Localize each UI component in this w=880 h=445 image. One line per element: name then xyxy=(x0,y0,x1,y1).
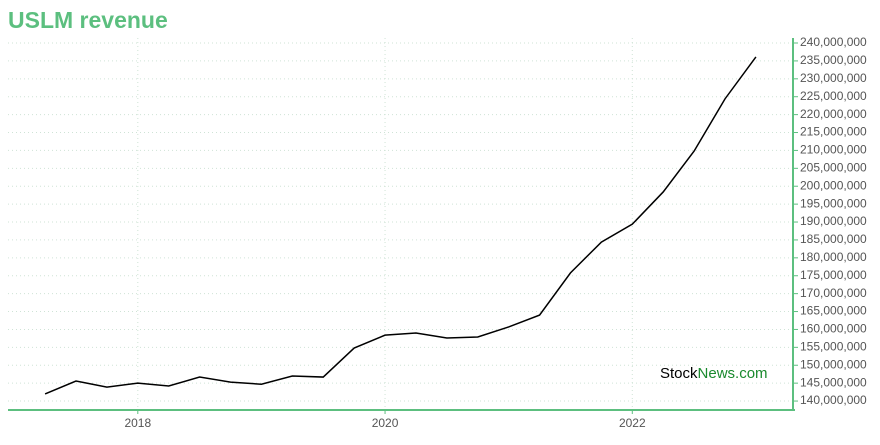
y-tick-label: 160,000,000 xyxy=(800,322,867,336)
y-tick-label: 205,000,000 xyxy=(800,160,867,174)
y-tick-label: 240,000,000 xyxy=(800,35,867,49)
x-tick-label: 2022 xyxy=(619,416,646,430)
y-tick-label: 170,000,000 xyxy=(800,286,867,300)
y-tick-label: 150,000,000 xyxy=(800,357,867,371)
y-tick-label: 215,000,000 xyxy=(800,125,867,139)
y-tick-label: 235,000,000 xyxy=(800,53,867,67)
y-tick-label: 225,000,000 xyxy=(800,89,867,103)
x-tick-label: 2020 xyxy=(372,416,399,430)
y-tick-label: 230,000,000 xyxy=(800,71,867,85)
y-tick-label: 195,000,000 xyxy=(800,196,867,210)
y-tick-label: 200,000,000 xyxy=(800,178,867,192)
y-tick-label: 180,000,000 xyxy=(800,250,867,264)
y-tick-label: 140,000,000 xyxy=(800,393,867,407)
y-tick-label: 165,000,000 xyxy=(800,304,867,318)
y-tick-label: 155,000,000 xyxy=(800,340,867,354)
y-tick-label: 145,000,000 xyxy=(800,375,867,389)
y-tick-label: 220,000,000 xyxy=(800,107,867,121)
watermark: StockNews.com xyxy=(660,365,768,382)
watermark-part: News.com xyxy=(698,365,768,382)
y-tick-label: 185,000,000 xyxy=(800,232,867,246)
line xyxy=(44,56,757,395)
x-tick-label: 2018 xyxy=(124,416,151,430)
y-tick-label: 210,000,000 xyxy=(800,143,867,157)
y-tick-label: 190,000,000 xyxy=(800,214,867,228)
y-tick-label: 175,000,000 xyxy=(800,268,867,282)
watermark-part: Stock xyxy=(660,365,698,382)
chart-title: USLM revenue xyxy=(8,7,168,33)
